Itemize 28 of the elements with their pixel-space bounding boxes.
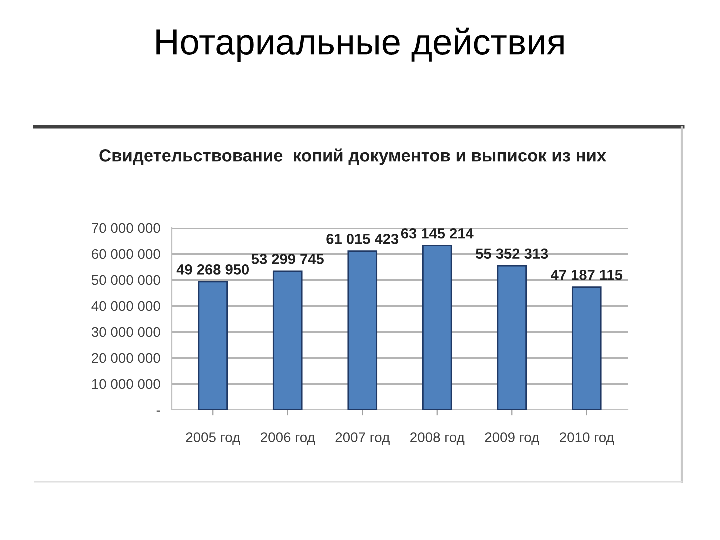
y-tick-label: 60 000 000 [92, 249, 160, 260]
x-tick-label: 2007 год [336, 432, 390, 446]
x-tick-label: 2008 год [410, 432, 465, 446]
chart-subtitle: Свидетельствование копий документов и выписок из них [100, 148, 606, 166]
x-tick-label: 2006 год [261, 432, 316, 446]
x-tick-label: 2010 год [560, 432, 614, 446]
bar [497, 265, 528, 410]
y-tick-label: 70 000 000 [92, 223, 160, 234]
data-label: 61 015 423 [326, 234, 399, 244]
chart-title: Нотариальные действия [156, 28, 564, 62]
x-tick-label: 2005 год [186, 432, 240, 446]
bar [422, 245, 452, 410]
y-tick-label: 40 000 000 [92, 301, 160, 312]
bar [198, 281, 228, 410]
data-label: 63 145 214 [401, 228, 474, 239]
bar [348, 250, 378, 410]
y-tick-label: 20 000 000 [92, 353, 160, 364]
x-tick-label: 2009 год [485, 432, 540, 446]
y-tick-label: 10 000 000 [92, 379, 160, 390]
y-tick-label: 30 000 000 [92, 327, 160, 338]
data-label: 53 299 745 [252, 254, 324, 264]
data-label: 47 187 115 [551, 270, 623, 280]
data-label: 49 268 950 [176, 264, 250, 275]
y-tick-label: - [156, 410, 160, 412]
data-label: 55 352 313 [476, 248, 548, 260]
bar [272, 270, 303, 410]
bar [572, 286, 602, 410]
y-tick-label: 50 000 000 [92, 275, 160, 286]
